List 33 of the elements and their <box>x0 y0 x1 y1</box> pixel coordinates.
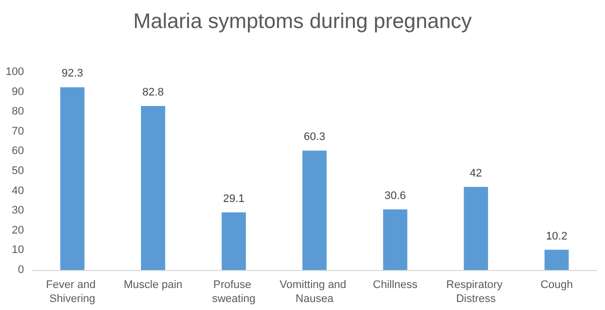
bar <box>464 186 488 270</box>
y-tick-label: 0 <box>18 264 24 276</box>
x-tick-label: Cough <box>540 279 573 291</box>
data-label: 29.1 <box>223 192 244 205</box>
bar <box>222 212 246 270</box>
data-label: 30.6 <box>384 190 406 202</box>
y-tick-label: 70 <box>12 125 24 138</box>
y-tick-label: 10 <box>12 244 24 256</box>
y-tick-label: 20 <box>12 224 24 236</box>
y-tick-label: 90 <box>12 86 24 98</box>
x-tick-label: Vomitting and Nausea <box>280 279 350 305</box>
y-tick-label: 50 <box>12 165 24 177</box>
bar <box>60 87 84 270</box>
x-tick-label: Muscle pain <box>124 279 182 291</box>
y-tick-label: 30 <box>12 204 24 217</box>
x-tick-label: Fever and Shivering <box>46 279 99 305</box>
y-tick-label: 60 <box>12 145 24 158</box>
data-label: 92.3 <box>62 68 84 80</box>
y-tick-label: 80 <box>12 106 24 118</box>
x-tick-label: Respiratory Distress <box>446 279 506 305</box>
y-tick-label: 40 <box>12 184 24 197</box>
data-label: 10.2 <box>546 230 568 242</box>
y-tick-label: 100 <box>6 66 24 78</box>
x-tick-label: Chillness <box>372 279 418 291</box>
bar <box>302 150 327 270</box>
data-label: 82.8 <box>142 86 164 99</box>
data-label: 60.3 <box>304 131 326 144</box>
bar <box>383 209 408 270</box>
bar <box>544 250 569 270</box>
chart-title: Malaria symptoms during pregnancy <box>133 10 472 33</box>
bar <box>140 106 166 270</box>
x-tick-label: Profuse sweating <box>212 279 256 305</box>
data-label: 42 <box>470 167 482 180</box>
